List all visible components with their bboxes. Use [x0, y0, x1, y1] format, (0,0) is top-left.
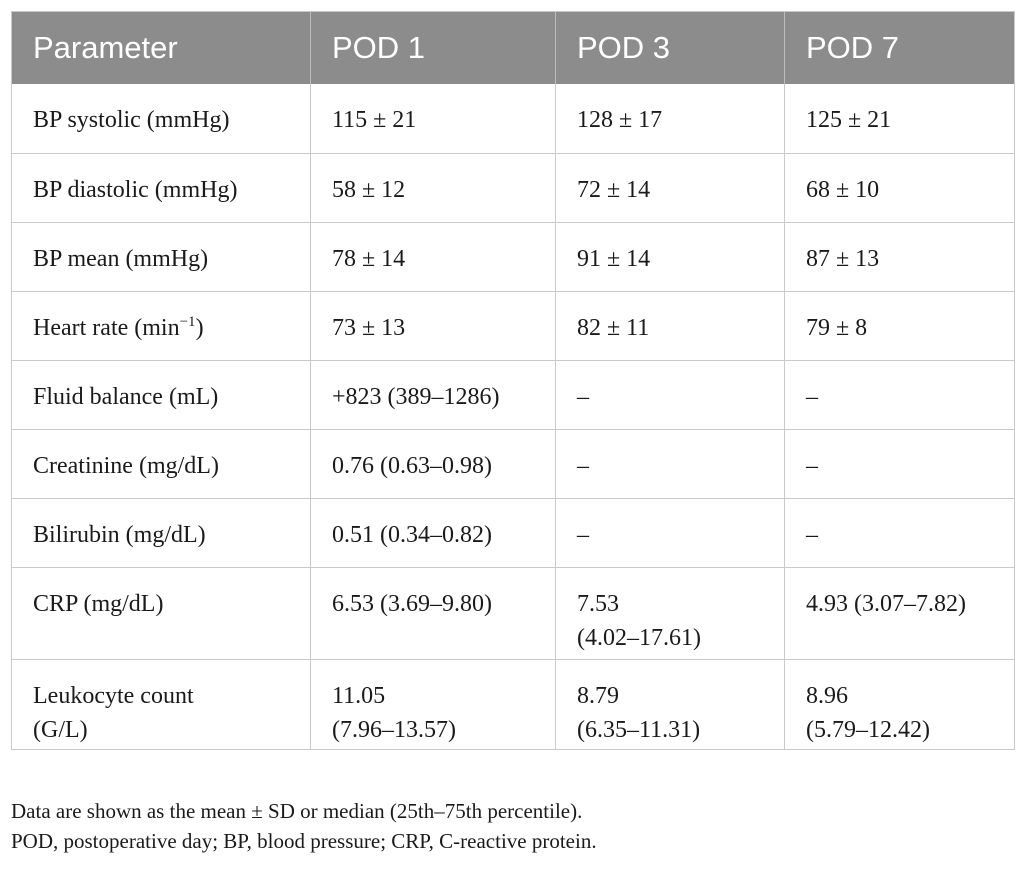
cell-parameter: Creatinine (mg/dL): [11, 429, 311, 499]
cell-line: (5.79–12.42): [806, 716, 930, 743]
cell-line: 8.96: [806, 682, 848, 709]
cell-pod3: –: [555, 429, 785, 499]
cell-pod3: 82 ± 11: [555, 291, 785, 361]
data-table-container: Parameter POD 1 POD 3 POD 7 BP systolic …: [11, 11, 1015, 750]
cell-pod7: 4.93 (3.07–7.82): [784, 567, 1015, 660]
cell-pod1: 6.53 (3.69–9.80): [310, 567, 556, 660]
cell-parameter: Bilirubin (mg/dL): [11, 498, 311, 568]
cell-line: (G/L): [33, 716, 88, 743]
cell-parameter: Heart rate (min−1): [11, 291, 311, 361]
cell-pod7: 79 ± 8: [784, 291, 1015, 361]
table-footnotes: Data are shown as the mean ± SD or media…: [11, 796, 597, 856]
header-parameter: Parameter: [11, 11, 311, 84]
cell-line: (4.02–17.61): [577, 624, 701, 651]
footnote-line: POD, postoperative day; BP, blood pressu…: [11, 829, 597, 853]
table-row: BP diastolic (mmHg) 58 ± 12 72 ± 14 68 ±…: [11, 153, 1015, 223]
cell-pod1: 73 ± 13: [310, 291, 556, 361]
cell-pod7: 125 ± 21: [784, 84, 1015, 154]
cell-pod7: 68 ± 10: [784, 153, 1015, 223]
cell-line: 8.79: [577, 682, 619, 709]
cell-pod3: 91 ± 14: [555, 222, 785, 292]
footnote-line: Data are shown as the mean ± SD or media…: [11, 799, 583, 823]
table-row: Leukocyte count (G/L) 11.05 (7.96–13.57) 8…: [11, 659, 1015, 750]
cell-parameter: Fluid balance (mL): [11, 360, 311, 430]
cell-pod7: –: [784, 498, 1015, 568]
cell-parameter: Leukocyte count (G/L): [11, 659, 311, 750]
table-row: Fluid balance (mL) +823 (389–1286) – –: [11, 360, 1015, 430]
cell-pod1: 115 ± 21: [310, 84, 556, 154]
header-pod3: POD 3: [555, 11, 785, 84]
data-table: Parameter POD 1 POD 3 POD 7 BP systolic …: [11, 11, 1015, 750]
param-text-suffix: ): [195, 314, 204, 341]
cell-line: (7.96–13.57): [332, 716, 456, 743]
param-superscript: −1: [179, 313, 196, 330]
cell-pod1: +823 (389–1286): [310, 360, 556, 430]
cell-line: (6.35–11.31): [577, 716, 701, 743]
cell-parameter: CRP (mg/dL): [11, 567, 311, 660]
cell-pod3: 72 ± 14: [555, 153, 785, 223]
cell-parameter: BP mean (mmHg): [11, 222, 311, 292]
table-row: BP mean (mmHg) 78 ± 14 91 ± 14 87 ± 13: [11, 222, 1015, 292]
table-row: CRP (mg/dL) 6.53 (3.69–9.80) 7.53 (4.02–1…: [11, 567, 1015, 660]
cell-line: 7.53: [577, 590, 619, 617]
cell-pod3: –: [555, 360, 785, 430]
cell-pod7: 87 ± 13: [784, 222, 1015, 292]
table-row: Heart rate (min−1) 73 ± 13 82 ± 11 79 ± …: [11, 291, 1015, 361]
header-pod1: POD 1: [310, 11, 556, 84]
cell-pod7: –: [784, 360, 1015, 430]
cell-pod1: 0.51 (0.34–0.82): [310, 498, 556, 568]
cell-pod3: 8.79 (6.35–11.31): [555, 659, 785, 750]
param-text: Heart rate (min: [33, 314, 180, 341]
header-pod7: POD 7: [784, 11, 1015, 84]
cell-pod3: 128 ± 17: [555, 84, 785, 154]
cell-pod7: 8.96 (5.79–12.42): [784, 659, 1015, 750]
cell-pod1: 0.76 (0.63–0.98): [310, 429, 556, 499]
cell-parameter: BP diastolic (mmHg): [11, 153, 311, 223]
cell-pod3: –: [555, 498, 785, 568]
cell-line: Leukocyte count: [33, 682, 194, 709]
cell-pod1: 58 ± 12: [310, 153, 556, 223]
table-row: BP systolic (mmHg) 115 ± 21 128 ± 17 125…: [11, 84, 1015, 154]
table-header-row: Parameter POD 1 POD 3 POD 7: [11, 11, 1015, 84]
cell-pod3: 7.53 (4.02–17.61): [555, 567, 785, 660]
table-row: Bilirubin (mg/dL) 0.51 (0.34–0.82) – –: [11, 498, 1015, 568]
cell-pod7: –: [784, 429, 1015, 499]
cell-pod1: 78 ± 14: [310, 222, 556, 292]
cell-pod1: 11.05 (7.96–13.57): [310, 659, 556, 750]
table-row: Creatinine (mg/dL) 0.76 (0.63–0.98) – –: [11, 429, 1015, 499]
cell-parameter: BP systolic (mmHg): [11, 84, 311, 154]
cell-line: 11.05: [332, 682, 386, 709]
